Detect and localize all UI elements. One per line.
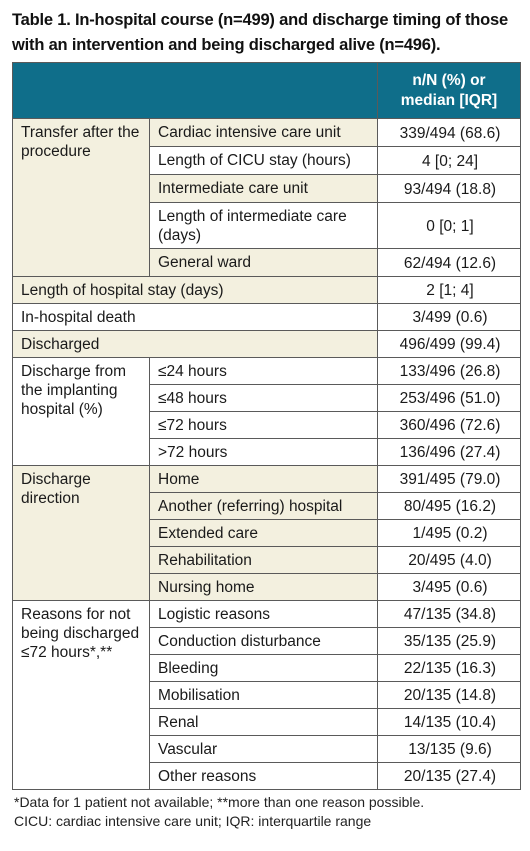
row-label: Discharged (12, 330, 378, 358)
row-label: Bleeding (149, 654, 378, 682)
group-label-reasons: Reasons for not being discharged ≤72 hou… (12, 600, 150, 790)
row-label: General ward (149, 248, 378, 277)
table-row: ≤48 hours 253/496 (51.0) (13, 384, 521, 412)
row-label: ≤24 hours (149, 357, 378, 385)
table-row: Bleeding 22/135 (16.3) (13, 654, 521, 682)
row-label: Intermediate care unit (149, 174, 378, 203)
table-row: ≤72 hours 360/496 (72.6) (13, 411, 521, 439)
row-label: ≤72 hours (149, 411, 378, 439)
header-blank-cell (12, 62, 378, 119)
row-label: Length of hospital stay (days) (12, 276, 378, 304)
row-value: 496/499 (99.4) (377, 330, 521, 358)
row-value: 13/135 (9.6) (377, 735, 521, 763)
row-label: ≤48 hours (149, 384, 378, 412)
in-hospital-course-table: n/N (%) or median [IQR] Transfer after t… (12, 62, 521, 790)
table-caption: Table 1. In-hospital course (n=499) and … (12, 11, 508, 54)
row-label: Mobilisation (149, 681, 378, 709)
table-row: >72 hours 136/496 (27.4) (13, 438, 521, 466)
table-header-row: n/N (%) or median [IQR] (12, 62, 521, 119)
row-value: 253/496 (51.0) (377, 384, 521, 412)
row-value: 360/496 (72.6) (377, 411, 521, 439)
table-row: Reasons for not being discharged ≤72 hou… (12, 600, 521, 790)
row-label: Conduction disturbance (149, 627, 378, 655)
group-label-transfer: Transfer after the procedure (12, 118, 150, 277)
row-label: Extended care (149, 519, 378, 547)
table-row: Discharged 496/499 (99.4) (12, 330, 521, 358)
table-row: Renal 14/135 (10.4) (13, 708, 521, 736)
row-label: Nursing home (149, 573, 378, 601)
group-label-discharge-timing: Discharge from the implanting hospital (… (12, 357, 150, 466)
header-value-column: n/N (%) or median [IQR] (377, 62, 521, 119)
row-value: 47/135 (34.8) (377, 600, 521, 628)
row-value: 0 [0; 1] (377, 202, 521, 249)
row-value: 1/495 (0.2) (377, 519, 521, 547)
row-value: 14/135 (10.4) (377, 708, 521, 736)
table-row: Length of CICU stay (hours) 4 [0; 24] (13, 146, 521, 175)
table-row: Discharge from the implanting hospital (… (12, 357, 521, 466)
row-label: Rehabilitation (149, 546, 378, 574)
row-label: Renal (149, 708, 378, 736)
row-label: Vascular (149, 735, 378, 763)
row-label: Length of intermediate care (days) (149, 202, 378, 249)
table-row: Length of hospital stay (days) 2 [1; 4] (12, 276, 521, 304)
table-row: Nursing home 3/495 (0.6) (13, 573, 521, 601)
row-label: Cardiac intensive care unit (149, 118, 378, 147)
table-row: Conduction disturbance 35/135 (25.9) (13, 627, 521, 655)
row-value: 22/135 (16.3) (377, 654, 521, 682)
footnote-line-2: CICU: cardiac intensive care unit; IQR: … (14, 813, 372, 829)
table-footnote: *Data for 1 patient not available; **mor… (14, 793, 522, 831)
row-value: 2 [1; 4] (377, 276, 521, 304)
table-row: In-hospital death 3/499 (0.6) (12, 303, 521, 331)
header-line-2: median [IQR] (400, 91, 498, 109)
row-label: Logistic reasons (149, 600, 378, 628)
header-line-1: n/N (%) or (412, 71, 486, 89)
row-value: 3/495 (0.6) (377, 573, 521, 601)
row-value: 20/135 (27.4) (377, 762, 521, 790)
row-label: In-hospital death (12, 303, 378, 331)
row-value: 35/135 (25.9) (377, 627, 521, 655)
table-row: Discharge direction Home 391/495 (79.0) (12, 465, 521, 601)
row-value: 339/494 (68.6) (377, 118, 521, 147)
row-value: 391/495 (79.0) (377, 465, 521, 493)
group-label-discharge-direction: Discharge direction (12, 465, 150, 601)
row-value: 20/135 (14.8) (377, 681, 521, 709)
row-value: 80/495 (16.2) (377, 492, 521, 520)
row-value: 3/499 (0.6) (377, 303, 521, 331)
row-label: Home (149, 465, 378, 493)
table-row: General ward 62/494 (12.6) (13, 248, 521, 277)
table-row: Extended care 1/495 (0.2) (13, 519, 521, 547)
table-row: Vascular 13/135 (9.6) (13, 735, 521, 763)
footnote-line-1: *Data for 1 patient not available; **mor… (14, 794, 425, 810)
table-row: Other reasons 20/135 (27.4) (13, 762, 521, 790)
table-row: Rehabilitation 20/495 (4.0) (13, 546, 521, 574)
row-value: 20/495 (4.0) (377, 546, 521, 574)
table-row: Transfer after the procedure Cardiac int… (12, 118, 521, 277)
row-label: Length of CICU stay (hours) (149, 146, 378, 175)
row-label: Other reasons (149, 762, 378, 790)
row-value: 133/496 (26.8) (377, 357, 521, 385)
row-value: 62/494 (12.6) (377, 248, 521, 277)
row-label: >72 hours (149, 438, 378, 466)
row-value: 136/496 (27.4) (377, 438, 521, 466)
row-value: 93/494 (18.8) (377, 174, 521, 203)
row-value: 4 [0; 24] (377, 146, 521, 175)
table-row: Mobilisation 20/135 (14.8) (13, 681, 521, 709)
row-label: Another (referring) hospital (149, 492, 378, 520)
